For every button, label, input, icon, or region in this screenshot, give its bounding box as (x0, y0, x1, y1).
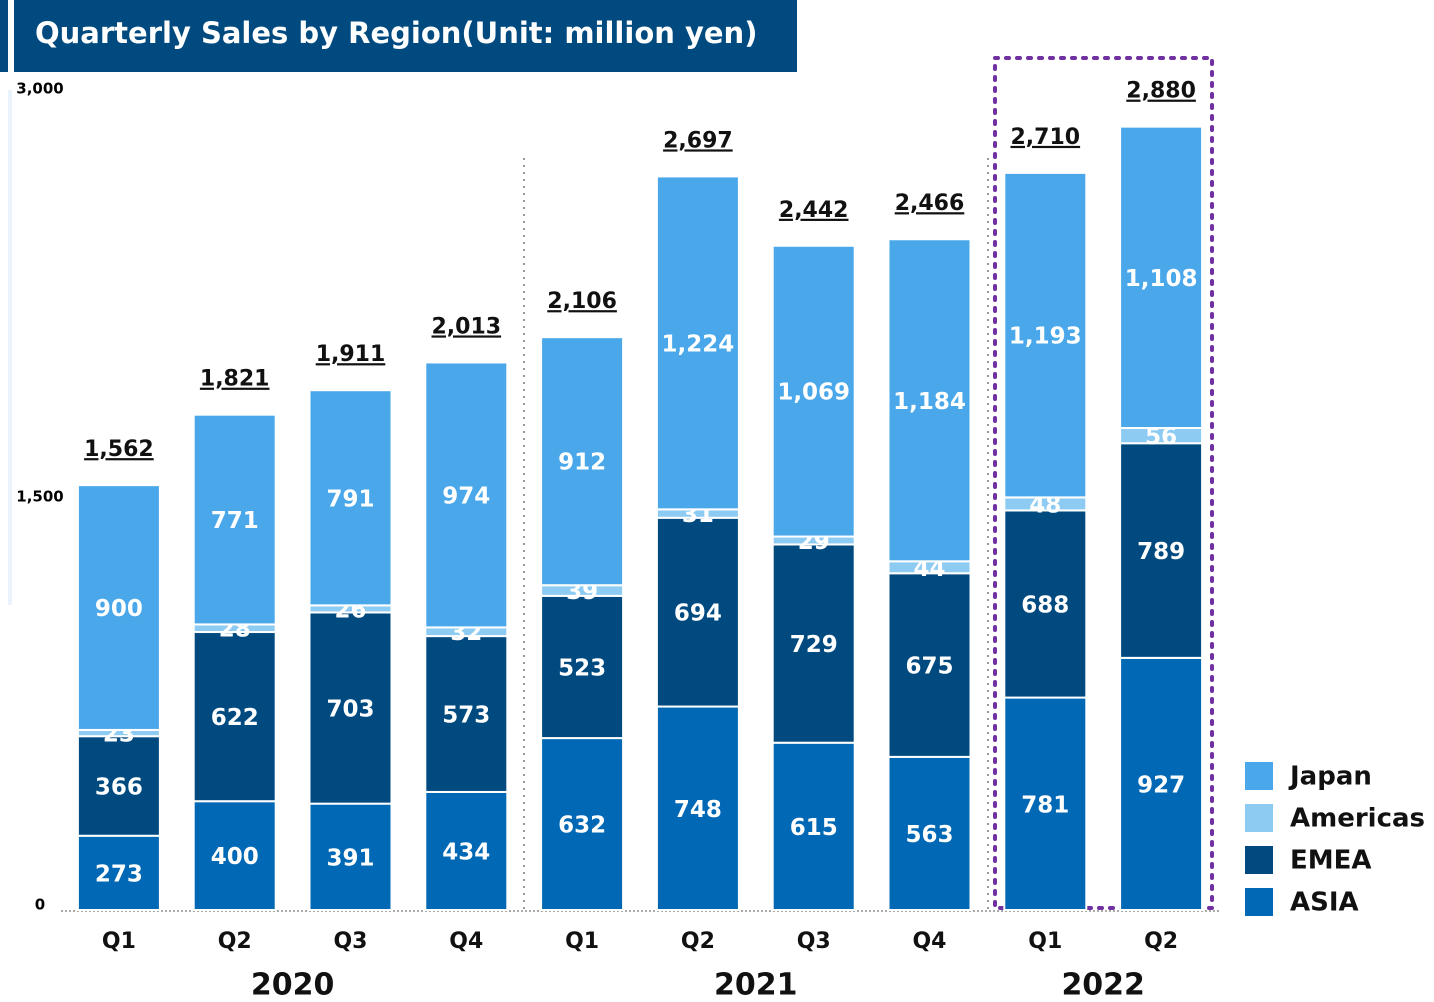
data-label: 703 (326, 697, 374, 723)
title-accent (0, 0, 8, 72)
legend-swatch (1245, 846, 1273, 874)
legend-label: Americas (1290, 804, 1425, 834)
legend-swatch (1245, 804, 1273, 832)
total-label: 1,562 (84, 437, 154, 462)
data-label: 573 (442, 703, 490, 729)
year-label: 2021 (714, 968, 798, 1002)
y-tick-label: 0 (35, 896, 45, 914)
bar-segment (887, 238, 972, 563)
bar-segment (76, 834, 161, 912)
bar-segment (1003, 696, 1088, 911)
data-label: 400 (211, 844, 259, 870)
bar-segment (771, 741, 856, 911)
bar-segment (308, 611, 393, 805)
total-label: 2,466 (895, 191, 965, 216)
total-label: 2,013 (432, 314, 502, 339)
bar-segment (540, 336, 625, 587)
y-tick-label: 3,000 (16, 80, 63, 98)
y-tick-label: 1,500 (16, 488, 63, 506)
x-tick-label: Q3 (333, 929, 367, 954)
x-tick-label: Q3 (797, 929, 831, 954)
data-label: 771 (211, 508, 259, 534)
data-label: 900 (95, 596, 143, 622)
legend-swatch (1245, 888, 1273, 916)
data-label: 748 (674, 797, 722, 823)
bar-segment (1119, 656, 1204, 912)
data-label: 729 (790, 632, 838, 658)
bar-segment (771, 543, 856, 744)
total-label: 2,697 (663, 128, 733, 153)
data-label: 1,069 (777, 380, 850, 406)
legend-label: Japan (1288, 762, 1372, 792)
data-label: 366 (95, 774, 143, 800)
bar-segment (192, 800, 277, 912)
data-label: 974 (442, 483, 490, 509)
total-label: 2,710 (1011, 125, 1081, 150)
bar-segment (655, 516, 740, 708)
x-tick-label: Q1 (565, 929, 599, 954)
legend-label: EMEA (1290, 846, 1372, 876)
bar-segment (308, 389, 393, 607)
x-tick-label: Q2 (1144, 929, 1178, 954)
highlight-box (993, 56, 1214, 910)
bar-segment (540, 594, 625, 740)
bar-segment (424, 361, 509, 629)
x-tick-label: Q4 (449, 929, 483, 954)
bar-segment (76, 484, 161, 731)
data-label: 912 (558, 450, 606, 476)
bar-segment (771, 244, 856, 538)
data-label: 1,108 (1125, 266, 1198, 292)
data-label: 1,193 (1009, 324, 1082, 350)
data-label: 927 (1137, 772, 1185, 798)
data-label: 434 (442, 839, 490, 865)
bar-segment (1119, 125, 1204, 430)
bar-segment (424, 635, 509, 793)
data-label: 391 (326, 845, 374, 871)
legend-label: ASIA (1290, 888, 1359, 918)
bar-segment (887, 755, 972, 912)
data-label: 688 (1021, 593, 1069, 619)
legend-swatch (1245, 762, 1273, 790)
total-label: 1,821 (200, 367, 270, 392)
chart-title: Quarterly Sales by Region(Unit: million … (35, 16, 757, 50)
data-label: 791 (326, 486, 374, 512)
x-tick-label: Q2 (218, 929, 252, 954)
data-label: 781 (1021, 792, 1069, 818)
x-tick-label: Q1 (1028, 929, 1062, 954)
title-box (14, 0, 797, 72)
data-label: 675 (905, 654, 953, 680)
total-label: 2,880 (1126, 79, 1196, 104)
x-tick-label: Q2 (681, 929, 715, 954)
total-label: 2,442 (779, 198, 849, 223)
bar-segment (192, 413, 277, 626)
data-label: 622 (211, 705, 259, 731)
year-label: 2022 (1061, 968, 1145, 1002)
bar-segment (192, 631, 277, 803)
data-label: 615 (790, 815, 838, 841)
bar-segment (424, 790, 509, 912)
data-label: 1,224 (662, 331, 735, 357)
data-label: 1,184 (893, 389, 966, 415)
data-label: 632 (558, 813, 606, 839)
data-label: 273 (95, 861, 143, 887)
bar-segment (540, 737, 625, 912)
bar-segment (655, 175, 740, 511)
x-tick-label: Q4 (912, 929, 946, 954)
bar-segment (76, 735, 161, 837)
total-label: 2,106 (547, 289, 617, 314)
year-label: 2020 (251, 968, 335, 1002)
bar-segment (1119, 442, 1204, 659)
data-label: 789 (1137, 539, 1185, 565)
total-label: 1,911 (316, 342, 386, 367)
x-tick-label: Q1 (102, 929, 136, 954)
bar-segment (1003, 171, 1088, 499)
data-label: 523 (558, 655, 606, 681)
data-label: 694 (674, 601, 722, 627)
data-label: 563 (905, 822, 953, 848)
bar-segment (1003, 509, 1088, 699)
